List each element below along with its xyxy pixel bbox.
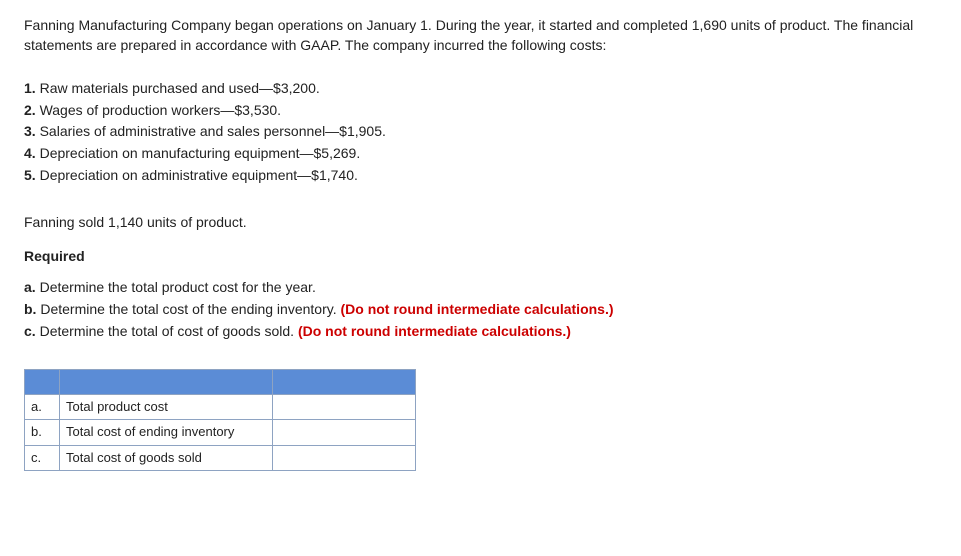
row-label: Total cost of goods sold xyxy=(60,445,273,470)
required-label: c. xyxy=(24,323,36,339)
cost-text: Depreciation on administrative equipment… xyxy=(40,167,358,183)
row-letter: c. xyxy=(25,445,60,470)
ending-inventory-input[interactable] xyxy=(279,423,413,440)
cost-item: 5. Depreciation on administrative equipm… xyxy=(24,166,937,186)
required-text: Determine the total product cost for the… xyxy=(40,279,316,295)
required-note: (Do not round intermediate calculations.… xyxy=(340,301,613,317)
required-list: a. Determine the total product cost for … xyxy=(24,278,937,341)
required-heading: Required xyxy=(24,247,937,267)
cost-text: Raw materials purchased and used—$3,200. xyxy=(40,80,320,96)
answer-table: a. Total product cost b. Total cost of e… xyxy=(24,369,416,471)
cost-text: Salaries of administrative and sales per… xyxy=(40,123,386,139)
header-cell xyxy=(273,370,416,395)
intro-paragraph: Fanning Manufacturing Company began oper… xyxy=(24,16,937,55)
required-item: c. Determine the total of cost of goods … xyxy=(24,322,937,342)
row-label: Total cost of ending inventory xyxy=(60,420,273,445)
row-label: Total product cost xyxy=(60,395,273,420)
required-item: b. Determine the total cost of the endin… xyxy=(24,300,937,320)
cost-number: 3. xyxy=(24,123,36,139)
required-label: a. xyxy=(24,279,36,295)
cost-item: 3. Salaries of administrative and sales … xyxy=(24,122,937,142)
required-item: a. Determine the total product cost for … xyxy=(24,278,937,298)
header-cell xyxy=(60,370,273,395)
row-letter: a. xyxy=(25,395,60,420)
required-note: (Do not round intermediate calculations.… xyxy=(298,323,571,339)
table-row: a. Total product cost xyxy=(25,395,416,420)
answer-cell xyxy=(273,445,416,470)
table-row: b. Total cost of ending inventory xyxy=(25,420,416,445)
cost-text: Wages of production workers—$3,530. xyxy=(40,102,282,118)
cogs-input[interactable] xyxy=(279,449,413,466)
cost-item: 4. Depreciation on manufacturing equipme… xyxy=(24,144,937,164)
cost-item: 2. Wages of production workers—$3,530. xyxy=(24,101,937,121)
units-sold: Fanning sold 1,140 units of product. xyxy=(24,213,937,233)
cost-number: 2. xyxy=(24,102,36,118)
required-text: Determine the total cost of the ending i… xyxy=(40,301,340,317)
answer-cell xyxy=(273,395,416,420)
answer-cell xyxy=(273,420,416,445)
cost-number: 4. xyxy=(24,145,36,161)
row-letter: b. xyxy=(25,420,60,445)
cost-number: 1. xyxy=(24,80,36,96)
required-text: Determine the total of cost of goods sol… xyxy=(40,323,298,339)
table-header-row xyxy=(25,370,416,395)
cost-list: 1. Raw materials purchased and used—$3,2… xyxy=(24,79,937,185)
cost-item: 1. Raw materials purchased and used—$3,2… xyxy=(24,79,937,99)
total-product-cost-input[interactable] xyxy=(279,398,413,415)
table-row: c. Total cost of goods sold xyxy=(25,445,416,470)
cost-number: 5. xyxy=(24,167,36,183)
required-label: b. xyxy=(24,301,36,317)
cost-text: Depreciation on manufacturing equipment—… xyxy=(40,145,361,161)
header-cell xyxy=(25,370,60,395)
